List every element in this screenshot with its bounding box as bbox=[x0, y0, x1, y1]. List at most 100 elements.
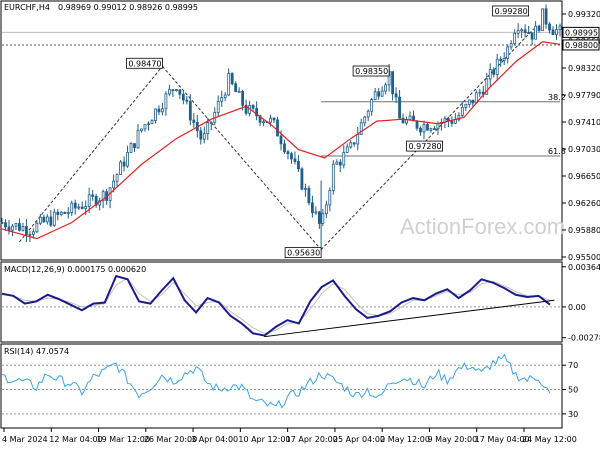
candle-body bbox=[548, 23, 551, 31]
candle-body bbox=[391, 71, 395, 95]
candle-body bbox=[426, 124, 429, 131]
rsi-layer bbox=[1, 353, 560, 415]
candle-body bbox=[558, 25, 562, 31]
candle-body bbox=[363, 116, 367, 124]
watermark: ActionForex.com bbox=[400, 214, 565, 239]
candle-body bbox=[154, 108, 157, 121]
candle-body bbox=[436, 123, 440, 129]
candle-body bbox=[506, 46, 510, 59]
candle-body bbox=[171, 89, 175, 92]
candle-body bbox=[429, 128, 433, 131]
candle-body bbox=[115, 174, 119, 182]
candle-body bbox=[80, 206, 84, 209]
candle-body bbox=[408, 115, 412, 120]
candle-body bbox=[314, 211, 318, 214]
candle-body bbox=[147, 123, 150, 126]
xtick-label: 9 May 20:00 bbox=[427, 435, 477, 444]
current-price-label: 0.98995 bbox=[565, 28, 598, 37]
candle-body bbox=[150, 120, 154, 125]
candle-body bbox=[335, 161, 339, 165]
candle-body bbox=[394, 93, 398, 98]
price-ytick-label: 0.97030 bbox=[568, 145, 600, 154]
price-ytick-label: 0.99320 bbox=[568, 10, 600, 19]
price-ytick-label: 0.97410 bbox=[568, 118, 600, 127]
price-ytick-label: 0.97790 bbox=[568, 91, 600, 100]
fib-level-label: 38.2 bbox=[548, 93, 566, 102]
macd-layer bbox=[1, 274, 560, 338]
candle-body bbox=[467, 99, 471, 105]
sma-line bbox=[1, 41, 561, 240]
swing-label-box bbox=[284, 247, 322, 259]
candle-body bbox=[520, 29, 524, 32]
candle-body bbox=[297, 161, 300, 170]
candle-body bbox=[119, 161, 122, 175]
price-ytick-label: 0.98320 bbox=[568, 64, 600, 73]
candle-body bbox=[527, 32, 531, 34]
symbol-label: EURCHF,H4 bbox=[4, 3, 50, 12]
candle-body bbox=[345, 146, 349, 153]
candle-body bbox=[42, 216, 46, 223]
candle-body bbox=[227, 73, 231, 96]
price-ytick-label: 0.96260 bbox=[568, 199, 600, 208]
candle-body bbox=[422, 124, 426, 133]
candle-body bbox=[541, 8, 544, 31]
candle-body bbox=[485, 78, 489, 95]
axis-layer: 0.993200.986600.983200.977900.974100.970… bbox=[2, 10, 600, 444]
candle-body bbox=[499, 58, 503, 61]
swing-label-box bbox=[492, 5, 530, 17]
candle-body bbox=[223, 94, 227, 99]
candle-body bbox=[157, 108, 161, 113]
ohlc-label: 0.98969 0.99012 0.98926 0.98995 bbox=[58, 3, 198, 12]
candle-body bbox=[129, 143, 133, 153]
candle-body bbox=[192, 119, 196, 123]
candle-body bbox=[136, 130, 140, 149]
candle-body bbox=[35, 222, 39, 233]
swing-label-box bbox=[126, 57, 163, 69]
candle-body bbox=[419, 127, 422, 133]
candle-body bbox=[516, 30, 520, 34]
candle-body bbox=[460, 107, 464, 116]
candle-body bbox=[370, 99, 374, 112]
candle-body bbox=[234, 83, 238, 93]
candle-body bbox=[269, 117, 272, 123]
swing-label: 0.98470 bbox=[128, 59, 161, 68]
candle-body bbox=[321, 213, 325, 224]
current-price-box bbox=[562, 26, 600, 38]
xtick-label: 3 Apr 04:00 bbox=[191, 435, 238, 444]
candle-body bbox=[276, 119, 279, 137]
candle-body bbox=[18, 223, 21, 231]
candle-body bbox=[255, 107, 258, 117]
candle-body bbox=[530, 32, 534, 40]
xtick-label: 19 Mar 12:00 bbox=[97, 435, 150, 444]
candle-body bbox=[398, 96, 401, 119]
candle-body bbox=[471, 99, 475, 104]
candle-body bbox=[290, 153, 293, 160]
candle-body bbox=[87, 194, 91, 207]
xtick-label: 10 Apr 12:00 bbox=[238, 435, 290, 444]
candle-body bbox=[352, 142, 356, 145]
candle-body bbox=[28, 233, 32, 236]
candle-body bbox=[307, 187, 311, 204]
swing-label: 0.97280 bbox=[409, 142, 442, 151]
macd-ytick-label: -0.002788 bbox=[568, 334, 600, 343]
candle-body bbox=[262, 121, 265, 124]
candle-body bbox=[7, 226, 11, 231]
macd-trendline bbox=[264, 299, 555, 338]
candle-body bbox=[551, 29, 555, 36]
candle-body bbox=[338, 161, 342, 166]
candle-body bbox=[52, 211, 56, 226]
candle-body bbox=[188, 100, 192, 121]
candle-body bbox=[11, 225, 14, 231]
swing-label-box bbox=[352, 65, 390, 77]
candle-body bbox=[237, 90, 241, 93]
candle-body bbox=[49, 216, 53, 226]
candle-body bbox=[164, 93, 168, 110]
candle-body bbox=[178, 89, 182, 95]
candle-body bbox=[174, 89, 178, 92]
candle-body bbox=[286, 151, 290, 155]
rsi-ytick-label: 30 bbox=[568, 410, 578, 419]
price-trendline bbox=[162, 65, 322, 250]
candle-body bbox=[202, 133, 206, 140]
xtick-label: 17 Apr 20:00 bbox=[286, 435, 338, 444]
